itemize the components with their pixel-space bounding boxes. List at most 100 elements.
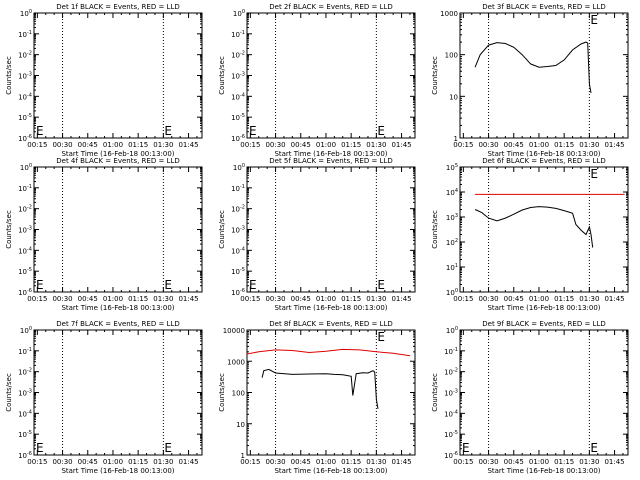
chart-title: Det 3f BLACK = Events, RED = LLD (482, 3, 605, 11)
y-tick-label: 10-1 (231, 184, 245, 193)
x-axis-title: Start Time (16-Feb-18 00:13:00) (487, 467, 600, 475)
x-tick-label: 00:45 (78, 141, 98, 149)
x-tick-label: 01:30 (153, 141, 173, 149)
x-tick-label: 01:45 (391, 458, 411, 466)
y-tick-label: 102 (446, 238, 458, 247)
chart-panel: Det 6f BLACK = Events, RED = LLD 00:15 00:… (431, 157, 629, 312)
chart-title: Det 5f BLACK = Events, RED = LLD (269, 157, 392, 165)
x-tick-label: 01:30 (579, 458, 599, 466)
plot-frame (459, 166, 629, 293)
x-tick-label: 00:15 (27, 458, 47, 466)
x-tick-label: 00:30 (478, 295, 498, 303)
y-tick-label: 10-6 (18, 288, 32, 297)
x-tick-label: 01:00 (529, 295, 549, 303)
y-tick-label: 10-2 (231, 51, 245, 60)
x-tick-label: 01:45 (178, 141, 198, 149)
y-tick-label: 1 (454, 135, 458, 143)
y-tick-label: 10-1 (444, 347, 458, 356)
x-tick-label: 01:00 (316, 141, 336, 149)
event-marker: E (377, 278, 385, 292)
x-tick-label: 01:45 (178, 295, 198, 303)
x-tick-label: 00:15 (240, 141, 260, 149)
y-tick-label: 10-3 (231, 72, 245, 81)
x-axis-title: Start Time (16-Feb-18 00:13:00) (487, 304, 600, 312)
y-tick-label: 10-4 (18, 92, 32, 101)
x-tick-label: 01:00 (316, 295, 336, 303)
chart-title: Det 4f BLACK = Events, RED = LLD (56, 157, 179, 165)
y-tick-label: 10-1 (18, 30, 32, 39)
x-tick-label: 01:00 (316, 458, 336, 466)
y-axis-title: Counts/sec (431, 56, 439, 95)
x-axis-title: Start Time (16-Feb-18 00:13:00) (274, 467, 387, 475)
chart-panel: Det 7f BLACK = Events, RED = LLD 00:15 00:… (5, 320, 203, 475)
x-tick-label: 01:15 (128, 141, 148, 149)
y-tick-label: 10-2 (18, 51, 32, 60)
y-tick-label: 10-3 (18, 72, 32, 81)
lld-series-line (246, 348, 411, 357)
x-axis-title: Start Time (16-Feb-18 00:13:00) (274, 304, 387, 312)
y-axis-title: Counts/sec (5, 210, 13, 249)
event-marker: E (249, 124, 257, 138)
event-marker: E (590, 441, 598, 455)
x-tick-label: 00:45 (504, 141, 524, 149)
y-axis-title: Counts/sec (218, 373, 226, 412)
y-tick-label: 104 (446, 188, 458, 197)
x-tick-label: 01:00 (103, 141, 123, 149)
y-axis-title: Counts/sec (5, 56, 13, 95)
x-tick-label: 00:15 (453, 295, 473, 303)
y-tick-label: 10-5 (231, 267, 245, 276)
chart-title: Det 9f BLACK = Events, RED = LLD (482, 320, 605, 328)
y-tick-label: 10-1 (231, 30, 245, 39)
plot-frame (33, 329, 203, 456)
x-tick-label: 01:15 (341, 141, 361, 149)
y-tick-label: 10-6 (18, 451, 32, 460)
x-tick-label: 01:30 (153, 458, 173, 466)
x-tick-label: 00:30 (478, 458, 498, 466)
plot-frame (246, 12, 416, 139)
x-tick-label: 01:15 (341, 458, 361, 466)
x-tick-label: 00:30 (52, 141, 72, 149)
y-tick-label: 100 (20, 326, 32, 335)
y-tick-label: 10-6 (444, 451, 458, 460)
y-tick-label: 10-4 (18, 409, 32, 418)
event-marker: E (36, 441, 44, 455)
x-tick-label: 00:30 (265, 295, 285, 303)
x-tick-label: 01:00 (529, 458, 549, 466)
y-tick-label: 10-3 (231, 226, 245, 235)
x-tick-label: 01:15 (554, 458, 574, 466)
event-marker: E (590, 13, 598, 27)
x-tick-label: 01:00 (103, 295, 123, 303)
y-tick-label: 103 (446, 213, 458, 222)
x-tick-label: 00:30 (52, 458, 72, 466)
chart-title: Det 7f BLACK = Events, RED = LLD (56, 320, 179, 328)
chart-title: Det 8f BLACK = Events, RED = LLD (269, 320, 392, 328)
x-tick-label: 00:45 (291, 458, 311, 466)
plot-frame (459, 12, 629, 139)
y-tick-label: 10-5 (18, 430, 32, 439)
event-marker: E (36, 124, 44, 138)
x-axis-title: Start Time (16-Feb-18 00:13:00) (274, 150, 387, 158)
x-tick-label: 01:45 (604, 295, 624, 303)
y-tick-label: 10-2 (444, 368, 458, 377)
x-tick-label: 01:45 (604, 141, 624, 149)
x-tick-label: 01:00 (529, 141, 549, 149)
y-tick-label: 10-2 (18, 205, 32, 214)
y-tick-label: 10-5 (18, 267, 32, 276)
x-tick-label: 00:45 (504, 458, 524, 466)
x-tick-label: 01:15 (128, 458, 148, 466)
y-tick-label: 10-6 (18, 134, 32, 143)
x-tick-label: 01:30 (153, 295, 173, 303)
x-axis-title: Start Time (16-Feb-18 00:13:00) (487, 150, 600, 158)
y-tick-label: 10-4 (231, 92, 245, 101)
events-series-line (261, 368, 379, 409)
y-tick-label: 10-5 (231, 113, 245, 122)
y-tick-label: 10-3 (18, 389, 32, 398)
x-tick-label: 01:15 (128, 295, 148, 303)
x-tick-label: 00:15 (240, 458, 260, 466)
y-tick-label: 10-6 (231, 288, 245, 297)
y-tick-label: 10-5 (18, 113, 32, 122)
y-tick-label: 100 (446, 288, 458, 297)
y-tick-label: 10-3 (18, 226, 32, 235)
plot-frame (33, 12, 203, 139)
y-tick-label: 100 (233, 163, 245, 172)
